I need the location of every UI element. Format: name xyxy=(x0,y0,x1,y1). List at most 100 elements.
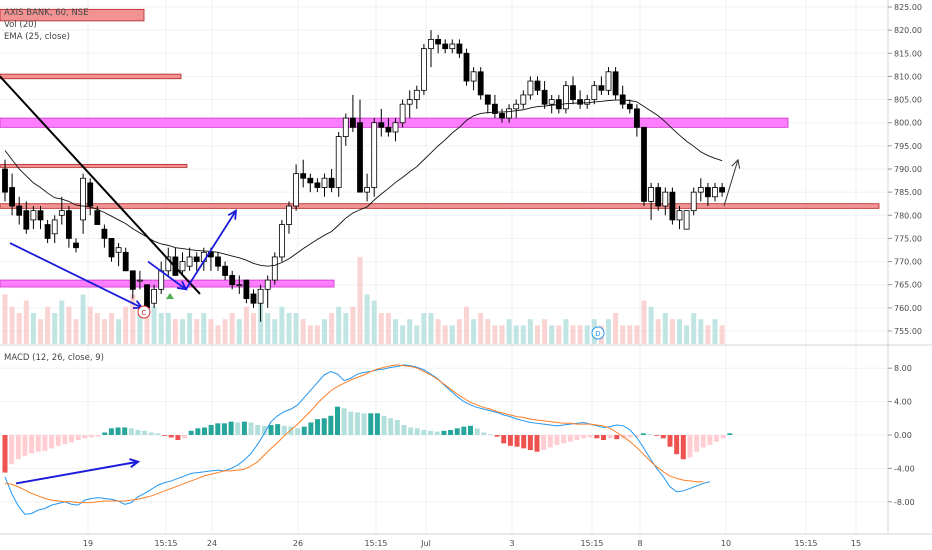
time-tick-label: 15:15 xyxy=(364,539,387,548)
price-tick-label: 770.00 xyxy=(894,258,922,267)
macd-histogram-bar xyxy=(561,435,567,444)
volume-bar xyxy=(87,306,93,344)
volume-bar xyxy=(485,319,491,344)
volume-label: Vol (20) xyxy=(4,20,37,30)
volume-bar xyxy=(613,313,619,344)
macd-histogram-bar xyxy=(394,419,400,435)
macd-histogram-bar xyxy=(720,435,726,439)
macd-histogram-bar xyxy=(248,422,254,435)
macd-histogram-bar xyxy=(547,435,553,448)
volume-bar xyxy=(655,319,661,344)
price-arrow-head xyxy=(227,208,238,220)
candle-body xyxy=(491,103,498,114)
volume-bar xyxy=(158,313,164,344)
volume-bar xyxy=(258,300,264,344)
trend-drawings: CD xyxy=(0,75,741,340)
candle-body xyxy=(428,39,434,50)
time-tick-label: 15:15 xyxy=(794,539,817,548)
macd-histogram-bar xyxy=(261,425,267,435)
candle-body xyxy=(328,177,335,188)
macd-histogram-bar xyxy=(155,433,161,435)
candle-body xyxy=(94,210,101,225)
volume-bar xyxy=(378,313,384,344)
candle-body xyxy=(16,205,23,216)
candle-body xyxy=(392,122,399,133)
volume-bar xyxy=(684,325,690,344)
macd-histogram-bar xyxy=(514,435,520,447)
macd-histogram-bar xyxy=(521,435,527,449)
macd-histogram-bar xyxy=(727,433,733,435)
volume-bar xyxy=(45,306,51,344)
volume-bar xyxy=(535,325,540,344)
price-zone xyxy=(0,203,880,209)
volume-bar xyxy=(471,319,477,344)
macd-histogram-bar xyxy=(481,432,487,435)
candle-body xyxy=(278,224,285,258)
candle-body xyxy=(506,108,513,119)
price-tick-label: 805.00 xyxy=(894,96,922,105)
legend-header: AXIS BANK, 60, NSE Vol (20) EMA (25, clo… xyxy=(4,8,104,363)
volume-bar xyxy=(641,300,647,344)
candle-body xyxy=(420,48,427,91)
volume-bar xyxy=(314,325,320,344)
volume-bar xyxy=(506,319,512,344)
macd-histogram-bar xyxy=(341,408,347,435)
macd-histogram-bar xyxy=(82,435,88,439)
macd-panel xyxy=(2,364,733,515)
volume-bar xyxy=(144,300,150,344)
candle-body xyxy=(179,261,186,272)
volume-bar xyxy=(364,294,370,344)
volume-bar xyxy=(520,325,526,344)
macd-histogram-bar xyxy=(255,424,261,435)
candle-body xyxy=(605,71,612,91)
macd-histogram-bar xyxy=(335,406,340,435)
candle-body xyxy=(23,210,30,230)
volume-bar xyxy=(251,313,256,344)
candle-body xyxy=(612,71,619,96)
candle-body xyxy=(477,71,484,96)
candle-body xyxy=(690,191,697,212)
time-tick-label: 15:15 xyxy=(154,539,177,548)
price-tick-label: 765.00 xyxy=(894,281,922,290)
macd-tick-label: 0.00 xyxy=(894,431,912,440)
macd-histogram-bar xyxy=(647,434,653,435)
macd-histogram-bar xyxy=(15,435,21,460)
macd-histogram-bar xyxy=(527,435,533,451)
candle-body xyxy=(676,210,683,221)
macd-arrow xyxy=(15,460,139,485)
price-zone xyxy=(0,163,188,168)
volume-bar xyxy=(201,313,207,344)
macd-histogram-bar xyxy=(421,429,427,435)
volume-bar xyxy=(109,313,114,344)
volume-bar xyxy=(279,306,285,344)
ema-label: EMA (25, close) xyxy=(4,32,70,42)
macd-histogram-bar xyxy=(49,435,55,449)
candle-body xyxy=(264,279,271,290)
macd-histogram-bar xyxy=(680,435,686,460)
volume-bar xyxy=(293,313,299,344)
volume-bar xyxy=(712,319,718,344)
macd-histogram-bar xyxy=(640,433,646,435)
macd-histogram-bar xyxy=(634,435,640,437)
volume-bar xyxy=(286,313,292,344)
volume-bar xyxy=(606,319,611,344)
macd-tick-label: 4.00 xyxy=(894,398,912,407)
price-tick-label: 825.00 xyxy=(894,3,922,12)
macd-histogram-bar xyxy=(361,413,367,435)
price-tick-label: 775.00 xyxy=(894,234,922,243)
macd-histogram-bar xyxy=(348,411,354,435)
candle-body xyxy=(215,256,221,267)
volume-bar xyxy=(350,306,356,344)
candle-body xyxy=(626,103,633,110)
volume-bar xyxy=(215,325,221,344)
candle-body xyxy=(719,187,725,193)
annotation-label: D xyxy=(595,330,600,338)
candle-body xyxy=(293,173,300,207)
volume-bar xyxy=(130,294,136,344)
volume-bar xyxy=(265,313,271,344)
volume-bar xyxy=(23,300,29,344)
candle-body xyxy=(115,247,122,253)
candle-body xyxy=(378,122,385,128)
macd-histogram-bar xyxy=(301,426,307,435)
candle-body xyxy=(51,219,58,235)
